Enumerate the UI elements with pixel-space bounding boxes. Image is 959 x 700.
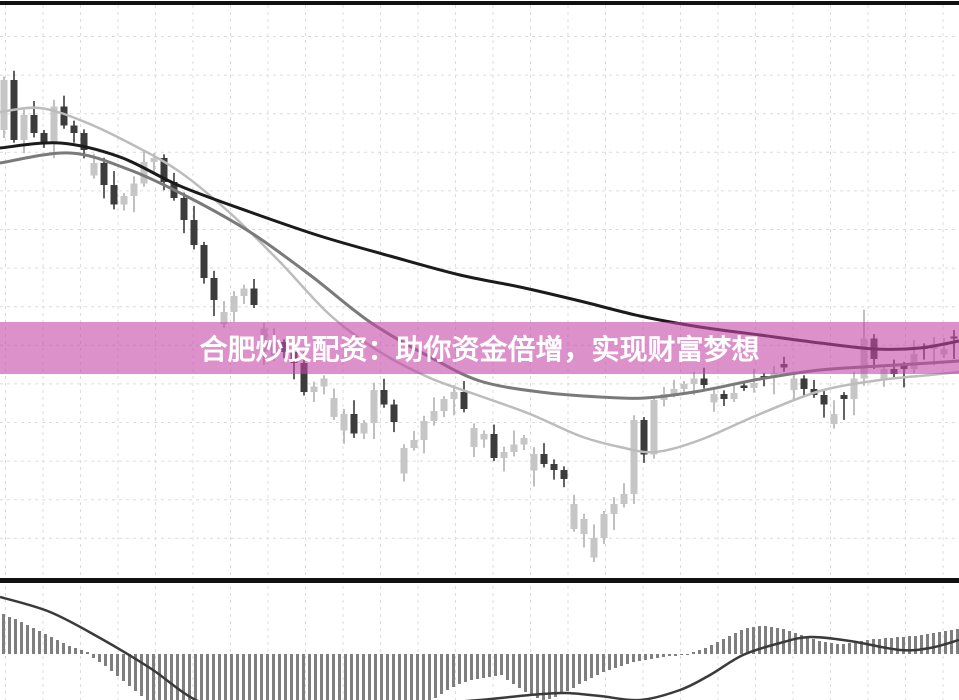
candlestick-chart-svg (0, 1, 959, 700)
stock-chart-page: 合肥炒股配资：助你资金倍增，实现财富梦想 (0, 0, 959, 700)
